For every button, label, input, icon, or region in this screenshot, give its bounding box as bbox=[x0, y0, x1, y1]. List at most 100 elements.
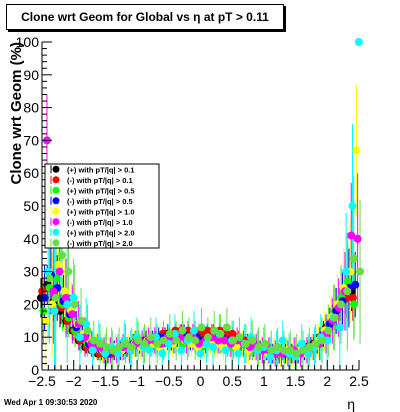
x-tick-label: 1 bbox=[260, 373, 268, 389]
data-point bbox=[229, 336, 238, 345]
data-point bbox=[260, 339, 269, 348]
data-point bbox=[297, 339, 306, 348]
data-point bbox=[45, 274, 54, 283]
data-point bbox=[41, 316, 50, 325]
chart-title: Clone wrt Geom for Global vs η at pT > 0… bbox=[21, 10, 269, 24]
x-tick-label: −1 bbox=[129, 373, 145, 389]
data-point bbox=[248, 336, 257, 345]
data-point bbox=[55, 267, 64, 276]
data-point bbox=[121, 339, 130, 348]
data-point bbox=[191, 336, 200, 345]
legend-marker bbox=[52, 165, 60, 173]
legend-marker bbox=[52, 239, 60, 247]
data-point bbox=[134, 336, 143, 345]
y-tick-label: 0 bbox=[31, 362, 39, 378]
data-point bbox=[64, 267, 73, 276]
legend: (+) with pT/|q| > 0.1 (-) with pT/|q| > 0… bbox=[44, 163, 160, 249]
data-point bbox=[140, 339, 149, 348]
data-point bbox=[96, 339, 105, 348]
data-point bbox=[58, 251, 67, 260]
legend-label: (+) with pT/|q| > 2.0 bbox=[67, 228, 135, 237]
data-point bbox=[158, 349, 167, 358]
data-point bbox=[88, 346, 97, 355]
data-point bbox=[77, 316, 86, 325]
legend-label: (+) with pT/|q| > 0.5 bbox=[67, 186, 135, 195]
legend-marker bbox=[52, 197, 60, 205]
x-tick-label: 0.5 bbox=[222, 373, 242, 389]
x-tick-label: −2 bbox=[66, 373, 82, 389]
timestamp-footer: Wed Apr 1 09:30:53 2020 bbox=[4, 398, 98, 407]
data-point bbox=[324, 326, 333, 335]
data-point bbox=[354, 38, 363, 46]
data-point bbox=[127, 343, 136, 352]
data-point bbox=[165, 329, 174, 338]
data-point bbox=[235, 333, 244, 342]
data-point bbox=[197, 323, 206, 332]
data-point bbox=[216, 329, 225, 338]
data-point bbox=[83, 326, 92, 335]
x-tick-label: 2 bbox=[323, 373, 331, 389]
data-point bbox=[61, 293, 70, 302]
data-point bbox=[356, 267, 365, 276]
legend-marker bbox=[52, 228, 60, 236]
y-tick-label: 50 bbox=[23, 198, 39, 214]
data-point bbox=[234, 349, 243, 358]
data-point bbox=[343, 277, 352, 286]
legend-label: (-) with pT/|q| > 2.0 bbox=[67, 239, 133, 248]
data-points-layer bbox=[36, 38, 365, 361]
data-point bbox=[214, 336, 223, 345]
data-point bbox=[108, 346, 117, 355]
data-point bbox=[153, 339, 162, 348]
data-point bbox=[220, 336, 229, 345]
data-point bbox=[221, 346, 230, 355]
legend-marker bbox=[52, 186, 60, 194]
legend-marker bbox=[52, 176, 60, 184]
y-tick-label: 20 bbox=[23, 296, 39, 312]
legend-label: (-) with pT/|q| > 1.0 bbox=[67, 218, 133, 227]
data-point bbox=[330, 313, 339, 322]
data-point bbox=[298, 346, 307, 355]
data-point bbox=[75, 333, 84, 342]
data-point bbox=[68, 310, 77, 319]
data-point bbox=[337, 300, 346, 309]
y-tick-label: 10 bbox=[23, 329, 39, 345]
data-point bbox=[210, 326, 219, 335]
data-point bbox=[273, 343, 282, 352]
data-point bbox=[63, 300, 72, 309]
data-point bbox=[311, 339, 320, 348]
data-point bbox=[222, 323, 231, 332]
y-tick-label: 30 bbox=[23, 264, 39, 280]
data-point bbox=[202, 339, 211, 348]
x-tick-label: 1.5 bbox=[286, 373, 306, 389]
data-point bbox=[317, 336, 326, 345]
data-point bbox=[172, 336, 181, 345]
x-tick-label: 0 bbox=[197, 373, 205, 389]
data-point bbox=[50, 306, 59, 315]
y-tick-label: 60 bbox=[23, 165, 39, 181]
legend-marker bbox=[52, 207, 60, 215]
data-point bbox=[69, 293, 78, 302]
data-point bbox=[51, 293, 60, 302]
legend-label: (+) with pT/|q| > 1.0 bbox=[67, 207, 135, 216]
y-axis-title: Clone wrt Geom (%) bbox=[8, 42, 25, 185]
x-axis-title: η bbox=[347, 396, 355, 412]
data-point bbox=[305, 343, 314, 352]
data-point bbox=[348, 293, 357, 302]
data-point bbox=[70, 300, 79, 309]
data-point bbox=[189, 326, 198, 335]
data-point bbox=[286, 346, 295, 355]
legend-label: (-) with pT/|q| > 0.5 bbox=[67, 197, 133, 206]
y-tick-label: 80 bbox=[23, 100, 39, 116]
chart-title-box: Clone wrt Geom for Global vs η at pT > 0… bbox=[6, 4, 284, 30]
data-point bbox=[266, 352, 275, 361]
data-point bbox=[347, 231, 356, 240]
data-point bbox=[351, 280, 360, 289]
data-point bbox=[101, 349, 110, 358]
x-tick-label: −2.5 bbox=[28, 373, 56, 389]
data-point bbox=[352, 146, 361, 155]
data-point bbox=[177, 346, 186, 355]
data-point bbox=[159, 336, 168, 345]
x-tick-label: −0.5 bbox=[155, 373, 183, 389]
x-tick-label: −1.5 bbox=[92, 373, 120, 389]
data-point bbox=[209, 343, 218, 352]
